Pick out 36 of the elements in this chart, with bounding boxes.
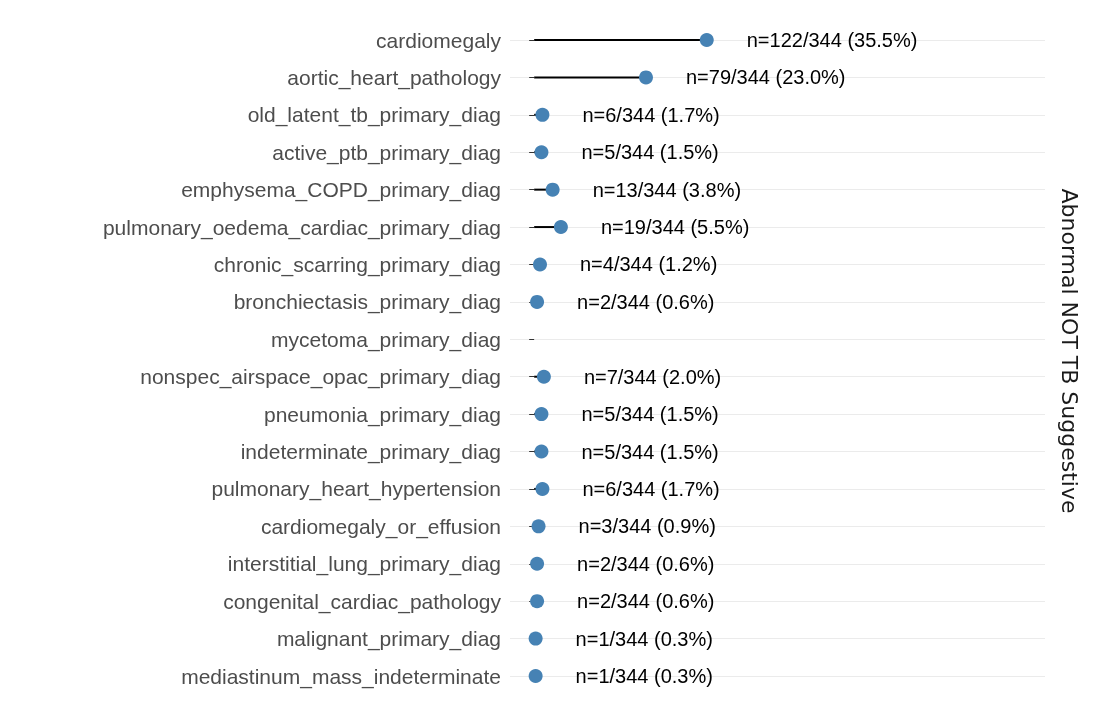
data-label: n=79/344 (23.0%) <box>685 66 846 89</box>
data-label: n=5/344 (1.5%) <box>581 141 719 164</box>
data-label: n=5/344 (1.5%) <box>581 403 719 426</box>
data-label: n=2/344 (0.6%) <box>577 590 715 613</box>
y-tick-label: interstitial_lung_primary_diag <box>227 552 501 577</box>
y-tick-label: cardiomegaly <box>376 28 502 52</box>
data-label: n=2/344 (0.6%) <box>577 552 715 575</box>
y-tick-label: cardiomegaly_or_effusion <box>260 514 501 539</box>
data-label: n=6/344 (1.7%) <box>582 477 720 500</box>
text: Abnormal NOT TB Suggestive <box>1056 188 1082 514</box>
y-tick-label: pulmonary_heart_hypertension <box>211 477 501 502</box>
y-tick-label: bronchiectasis_primary_diag <box>233 290 501 315</box>
y-tick-label: pneumonia_primary_diag <box>264 402 501 427</box>
data-label: n=2/344 (0.6%) <box>577 290 715 313</box>
y-tick-label: congenital_cardiac_pathology <box>223 589 502 614</box>
y-tick-label: old_latent_tb_primary_diag <box>247 103 501 128</box>
data-label: n=5/344 (1.5%) <box>581 440 719 463</box>
y-tick-label: mycetoma_primary_diag <box>271 327 501 352</box>
data-label: n=6/344 (1.7%) <box>582 103 720 126</box>
y-tick-label: aortic_heart_pathology <box>287 65 502 90</box>
data-label: n=19/344 (5.5%) <box>600 216 750 239</box>
y-tick-label: chronic_scarring_primary_diag <box>213 252 501 277</box>
data-label: n=122/344 (35.5%) <box>746 29 918 51</box>
data-label: n=13/344 (3.8%) <box>592 178 742 201</box>
data-label: n=4/344 (1.2%) <box>579 253 718 276</box>
data-label: n=3/344 (0.9%) <box>578 515 716 538</box>
y-tick-label: nonspec_airspace_opac_primary_diag <box>140 365 501 390</box>
y-tick-label: indeterminate_primary_diag <box>240 440 501 465</box>
y-tick-label: emphysema_COPD_primary_diag <box>181 178 501 203</box>
y-tick-label: mediastinum_mass_indeterminate <box>181 664 501 689</box>
data-label: n=1/344 (0.3%) <box>575 665 713 687</box>
y-tick-label: malignant_primary_diag <box>276 627 501 652</box>
y-tick-label: active_ptb_primary_diag <box>272 140 501 165</box>
data-label: n=1/344 (0.3%) <box>575 627 713 650</box>
data-label: n=7/344 (2.0%) <box>583 365 722 388</box>
y-tick-label: pulmonary_oedema_cardiac_primary_diag <box>102 215 501 240</box>
